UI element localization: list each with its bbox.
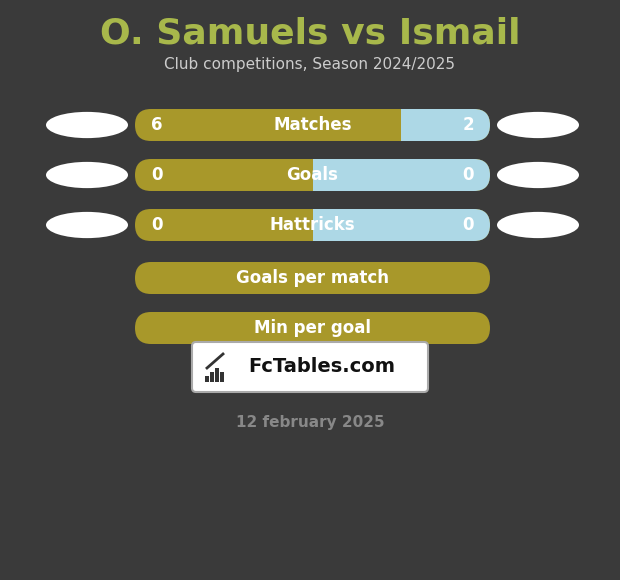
Ellipse shape [46, 162, 128, 188]
Ellipse shape [46, 112, 128, 138]
Ellipse shape [497, 112, 579, 138]
Text: Hattricks: Hattricks [270, 216, 355, 234]
Bar [401, 109, 417, 141]
Bar [312, 209, 329, 241]
FancyBboxPatch shape [135, 159, 490, 191]
Text: Matches: Matches [273, 116, 352, 134]
Text: FcTables.com: FcTables.com [249, 357, 396, 376]
FancyBboxPatch shape [135, 109, 490, 141]
Bar [220, 372, 224, 382]
Bar [312, 159, 329, 191]
Text: 0: 0 [151, 166, 162, 184]
FancyBboxPatch shape [135, 209, 490, 241]
Ellipse shape [497, 212, 579, 238]
Text: 0: 0 [463, 216, 474, 234]
Text: O. Samuels vs Ismail: O. Samuels vs Ismail [100, 16, 520, 50]
FancyBboxPatch shape [401, 109, 490, 141]
Text: 0: 0 [151, 216, 162, 234]
Bar [205, 376, 209, 382]
Text: 2: 2 [462, 116, 474, 134]
Bar [215, 368, 219, 382]
Text: Club competitions, Season 2024/2025: Club competitions, Season 2024/2025 [164, 57, 456, 72]
Ellipse shape [497, 162, 579, 188]
Text: 0: 0 [463, 166, 474, 184]
FancyBboxPatch shape [192, 342, 428, 392]
Ellipse shape [46, 212, 128, 238]
Text: 12 february 2025: 12 february 2025 [236, 415, 384, 430]
FancyBboxPatch shape [135, 312, 490, 344]
FancyBboxPatch shape [312, 159, 490, 191]
Text: Goals per match: Goals per match [236, 269, 389, 287]
Text: 6: 6 [151, 116, 162, 134]
FancyBboxPatch shape [312, 209, 490, 241]
Text: Min per goal: Min per goal [254, 319, 371, 337]
Text: Goals: Goals [286, 166, 339, 184]
Bar [210, 372, 214, 382]
FancyBboxPatch shape [135, 262, 490, 294]
